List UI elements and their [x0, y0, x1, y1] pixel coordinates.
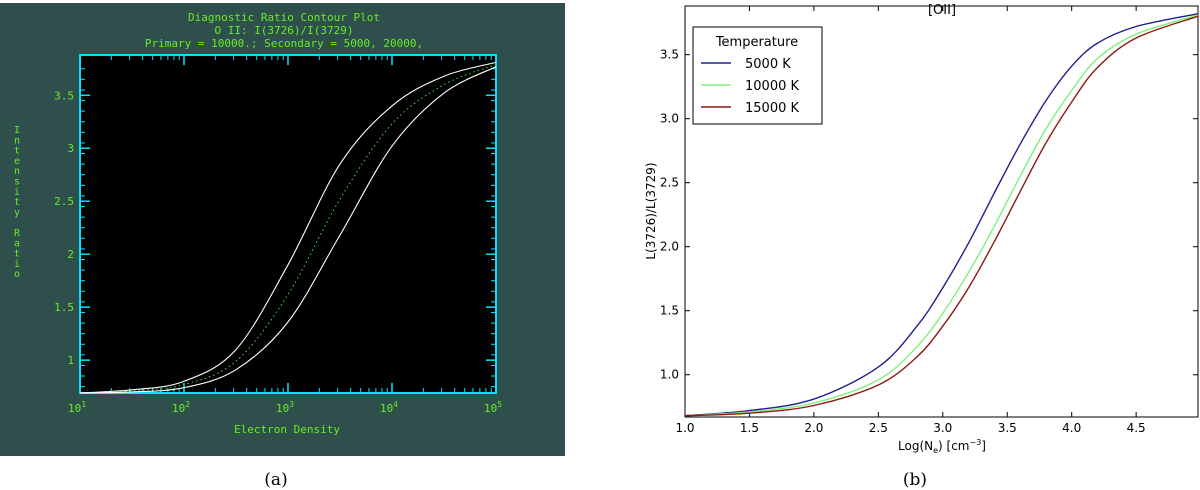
panel-a-x-tick-base: 10: [276, 402, 289, 415]
panel-b-y-tick-label: 3.0: [660, 112, 679, 126]
panel-a-x-tick-exp: 2: [185, 400, 190, 409]
panel-b-x-tick-label: 2.5: [869, 421, 888, 435]
panel-b-series-line-3: [684, 15, 1199, 417]
panel-b-series-group: [684, 13, 1199, 417]
panel-a-x-tick-label: 104: [380, 400, 398, 415]
panel-a-y-label-char: n: [14, 166, 20, 177]
panel-b-x-axis-label-end: ]: [981, 439, 986, 453]
panel-b-chart: [OII] L(3726)/L(3729) Log(Ne) [cm−3] 1.0…: [644, 3, 1199, 490]
panel-b-title: [OII]: [928, 3, 956, 18]
panel-b-y-tick-label: 3.5: [660, 48, 679, 62]
panel-a-y-label-char: t: [14, 249, 20, 260]
panel-b-y-axis-label: L(3726)/L(3729): [644, 162, 658, 259]
panel-b-legend: Temperature 5000 K 10000 K 15000 K: [692, 26, 823, 125]
panel-b-x-tick-label: 1.5: [740, 421, 759, 435]
panel-a-y-tick-label: 3.5: [54, 89, 74, 102]
panel-a-y-tick-label: 1: [67, 354, 74, 367]
panel-a-plot-area: [79, 54, 497, 394]
panel-a-y-tick-label: 2.5: [54, 195, 74, 208]
panel-a-y-label-char: n: [14, 135, 20, 146]
panel-a-x-tick-base: 10: [68, 402, 81, 415]
panel-a-y-label-char: R: [14, 228, 21, 239]
panel-b-ticks: 1.0 1.5 2.0 2.5 3.0 3.5 4.0 4.5 1.0 1.5 2.0 2.5 3.0 3…: [660, 6, 1198, 435]
legend-label-2: 10000 K: [745, 79, 799, 94]
panel-a-title-line-1: Diagnostic Ratio Contour Plot: [188, 11, 380, 24]
panel-a-x-tick-base: 10: [172, 402, 185, 415]
panel-a-y-label-char: e: [14, 156, 20, 167]
panel-b-x-axis-label-main: Log(N: [898, 439, 933, 453]
panel-a-title-line-2: O II: I(3726)/I(3729): [214, 24, 353, 37]
panel-b-x-tick-label: 2.0: [804, 421, 823, 435]
panel-a-series-group: [79, 61, 497, 394]
panel-a-title-line-3: Primary = 10000.; Secondary = 5000, 2000…: [145, 37, 423, 50]
panel-b-y-tick-label: 2.0: [660, 240, 679, 254]
panel-b-y-tick-label: 2.5: [660, 176, 679, 190]
panel-a-x-tick-label: 105: [484, 400, 502, 415]
panel-b-x-tick-label: 1.0: [675, 421, 694, 435]
panel-b-series-line-2: [684, 14, 1199, 417]
legend-title: Temperature: [715, 35, 798, 50]
panel-b-x-axis-label-sup: −3: [970, 438, 982, 447]
panel-a-x-tick-exp: 5: [497, 400, 502, 409]
legend-label-1: 5000 K: [745, 57, 791, 72]
panel-a-x-tick-base: 10: [484, 402, 497, 415]
panel-b-y-tick-label: 1.5: [660, 304, 679, 318]
panel-b-x-tick-label: 3.5: [998, 421, 1017, 435]
panel-a-x-tick-label: 101: [68, 400, 86, 415]
panel-a-x-axis-label: Electron Density: [234, 423, 340, 436]
panel-a-y-label-char: y: [14, 207, 20, 218]
panel-a-caption: (a): [264, 470, 287, 490]
panel-a-y-tick-label: 2: [67, 248, 74, 261]
panel-a-y-label-char: I: [14, 125, 20, 136]
panel-b-x-axis-label-sub: e: [933, 446, 938, 455]
panel-a-contour-line-3: [79, 66, 497, 394]
panel-a-y-label-char: t: [14, 146, 20, 157]
legend-label-3: 15000 K: [745, 101, 799, 116]
panel-a-y-label-char: i: [14, 259, 20, 270]
panel-b-series-line-1: [684, 13, 1199, 417]
panel-b-x-tick-label: 3.0: [933, 421, 952, 435]
panel-b-x-tick-label: 4.0: [1062, 421, 1081, 435]
panel-a-y-label-char: s: [14, 177, 20, 188]
panel-a-x-tick-label: 102: [172, 400, 190, 415]
panel-a-x-tick-exp: 3: [289, 400, 294, 409]
panel-a-y-tick-label: 1.5: [54, 301, 74, 314]
panel-a-contour-line-1: [79, 61, 497, 394]
panel-a-x-tick-exp: 1: [81, 400, 86, 409]
panel-a-y-tick-label: 3: [67, 142, 74, 155]
panel-b-x-tick-label: 4.5: [1127, 421, 1146, 435]
panel-a-y-label-char: o: [14, 269, 20, 280]
legend-box: [692, 26, 823, 125]
panel-a-y-label-char: a: [14, 238, 20, 249]
panel-b-y-tick-label: 1.0: [660, 368, 679, 382]
panel-a-y-label-char: t: [14, 197, 20, 208]
panel-b-x-axis-label-rest: ) [cm: [938, 439, 969, 453]
panel-a-chart: Diagnostic Ratio Contour Plot O II: I(37…: [0, 3, 565, 490]
panel-a-x-tick-label: 103: [276, 400, 294, 415]
panel-b-x-axis-label: Log(Ne) [cm−3]: [898, 438, 986, 455]
panel-a-x-tick-base: 10: [380, 402, 393, 415]
panel-a-y-label-char: i: [14, 187, 20, 198]
panel-b-caption: (b): [903, 470, 927, 490]
panel-a-x-tick-exp: 4: [393, 400, 398, 409]
